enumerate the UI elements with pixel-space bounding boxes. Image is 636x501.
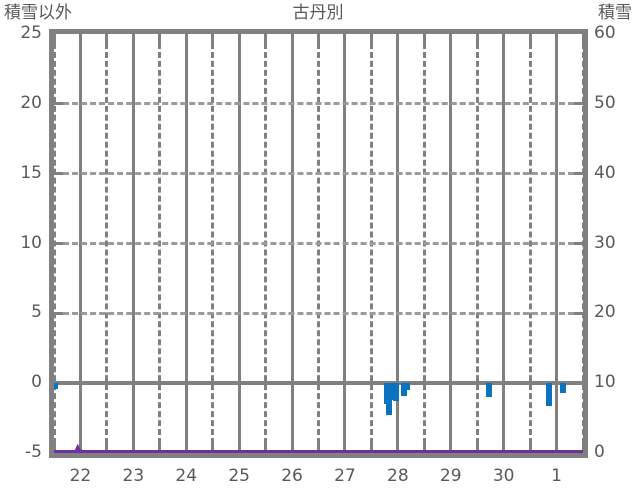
tick-top xyxy=(528,34,532,43)
x-axis-tick-label: 26 xyxy=(281,466,303,486)
tick-top xyxy=(475,34,479,43)
x-axis-tick-label: 23 xyxy=(122,466,145,486)
tick-bottom xyxy=(158,444,162,453)
tick-top xyxy=(264,34,268,43)
x-axis-tick-label: 25 xyxy=(228,466,250,486)
tick-bottom xyxy=(369,444,373,453)
tick-top xyxy=(211,34,215,43)
tick-top xyxy=(422,34,426,43)
x-axis-tick-label: 24 xyxy=(175,466,198,486)
right-axis-tick-label: 50 xyxy=(594,92,616,113)
tick-top xyxy=(317,34,320,43)
right-axis-tick-label: 0 xyxy=(594,442,605,462)
bar-precipitation xyxy=(545,383,552,406)
tick-right xyxy=(574,311,583,315)
bar-precipitation xyxy=(393,383,400,402)
tick-left xyxy=(54,172,63,176)
x-axis-tick-label: 29 xyxy=(439,466,462,486)
tick-bottom xyxy=(105,444,109,453)
right-axis-tick-label: 40 xyxy=(594,162,616,183)
left-axis-tick-label: 20 xyxy=(20,92,42,113)
x-axis-tick-label: 1 xyxy=(551,466,562,486)
gridline-horizontal xyxy=(54,172,583,176)
gridline-zero xyxy=(54,381,583,386)
gridline-horizontal xyxy=(54,242,583,245)
tick-left xyxy=(54,311,63,315)
bar-precipitation xyxy=(387,383,394,400)
left-axis-title: 積雪以外 xyxy=(4,3,72,23)
plot-area xyxy=(49,29,588,458)
tick-top xyxy=(581,34,583,43)
tick-left xyxy=(54,381,63,385)
tick-bottom xyxy=(54,444,56,453)
left-axis-tick-label: 25 xyxy=(20,23,42,43)
bar-precipitation xyxy=(54,383,59,389)
left-axis-tick-label: 5 xyxy=(31,302,42,323)
tick-bottom xyxy=(211,444,215,453)
x-axis-tick-label: 22 xyxy=(69,466,92,486)
tick-bottom xyxy=(475,444,479,453)
tick-bottom xyxy=(317,444,320,453)
plot-inner xyxy=(54,34,583,453)
tick-right xyxy=(574,381,583,385)
bar-precipitation xyxy=(560,383,567,393)
tick-top xyxy=(54,34,56,43)
left-axis-tick-label: 10 xyxy=(20,232,42,253)
right-axis-tick-label: 20 xyxy=(594,302,616,323)
tick-bottom xyxy=(528,444,532,453)
bar-precipitation xyxy=(401,383,408,396)
bar-precipitation xyxy=(404,383,411,391)
tick-top xyxy=(369,34,373,43)
tick-left xyxy=(54,242,63,245)
tick-top xyxy=(158,34,162,43)
tick-right xyxy=(574,102,583,106)
tick-top xyxy=(105,34,109,43)
right-axis-tick-label: 10 xyxy=(594,372,616,393)
tick-bottom xyxy=(264,444,268,453)
bar-precipitation xyxy=(486,383,493,398)
x-axis-tick-label: 30 xyxy=(492,466,515,486)
left-axis-tick-label: -5 xyxy=(25,442,42,462)
snow-depth-line xyxy=(54,450,583,453)
right-axis-tick-label: 30 xyxy=(594,232,616,253)
left-axis-tick-label: 15 xyxy=(20,162,42,183)
tick-right xyxy=(574,172,583,176)
snow-depth-bump xyxy=(73,443,82,452)
left-axis-tick-label: 0 xyxy=(31,372,42,393)
page-title: 古丹別 xyxy=(292,3,344,23)
tick-bottom xyxy=(581,444,583,453)
right-axis-title: 積雪 xyxy=(598,3,632,23)
snow-depth-bump xyxy=(77,449,86,452)
x-axis-tick-label: 28 xyxy=(387,466,409,486)
x-axis-tick-label: 27 xyxy=(334,466,356,486)
tick-left xyxy=(54,102,63,106)
right-axis-tick-label: 60 xyxy=(594,23,616,43)
tick-right xyxy=(574,242,583,245)
gridline-horizontal xyxy=(54,311,583,315)
tick-bottom xyxy=(422,444,426,453)
gridline-horizontal xyxy=(54,102,583,106)
